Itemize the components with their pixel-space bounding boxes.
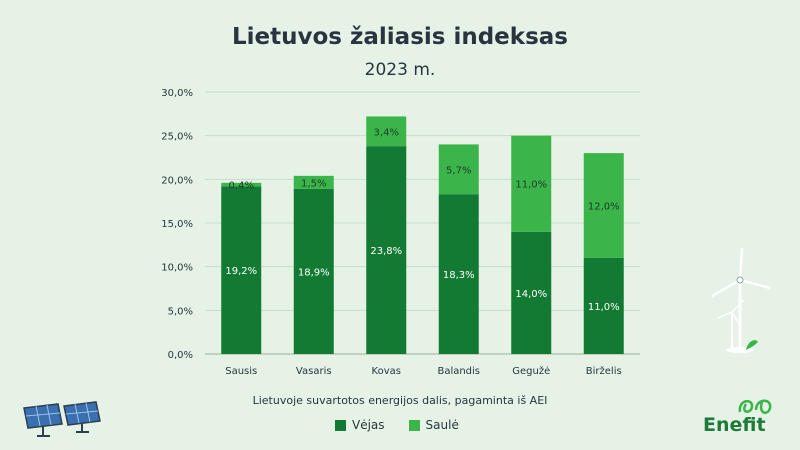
data-label: 18,3% bbox=[443, 270, 475, 281]
chart-subtitle: 2023 m. bbox=[364, 60, 436, 80]
y-tick-label: 10,0% bbox=[161, 263, 193, 274]
y-tick-label: 15,0% bbox=[161, 219, 193, 230]
x-tick-label: Balandis bbox=[437, 366, 480, 377]
data-label: 23,8% bbox=[370, 246, 402, 257]
bar-saule bbox=[221, 182, 262, 187]
bar-saule bbox=[293, 175, 334, 189]
legend-item-vejas: Vėjas bbox=[335, 418, 385, 432]
bar-vejas bbox=[221, 186, 262, 354]
data-label: 5,7% bbox=[446, 165, 471, 176]
y-tick-label: 20,0% bbox=[161, 175, 193, 186]
data-label: 11,0% bbox=[588, 302, 620, 313]
y-tick-label: 25,0% bbox=[161, 132, 193, 143]
bar-saule bbox=[366, 116, 407, 147]
x-tick-label: Gegužė bbox=[512, 365, 550, 377]
x-tick-label: Kovas bbox=[372, 366, 401, 377]
legend-swatch-saule bbox=[408, 419, 420, 431]
legend-item-saule: Saulė bbox=[408, 418, 459, 432]
enefit-logo-text: Enefit bbox=[703, 414, 766, 436]
data-label: 1,5% bbox=[301, 178, 326, 189]
bar-vejas bbox=[438, 194, 479, 354]
data-label: 0,4% bbox=[229, 181, 254, 192]
y-tick-label: 5,0% bbox=[168, 306, 193, 317]
solar-panel-icon bbox=[23, 401, 101, 437]
bar-vejas bbox=[293, 188, 334, 354]
data-label: 14,0% bbox=[515, 289, 547, 300]
bar-vejas bbox=[511, 231, 552, 354]
x-tick-label: Birželis bbox=[586, 365, 622, 377]
bar-saule bbox=[511, 135, 552, 232]
legend-swatch-vejas bbox=[335, 419, 346, 431]
data-label: 19,2% bbox=[225, 266, 257, 277]
x-tick-label: Sausis bbox=[225, 366, 257, 377]
legend-label-vejas: Vėjas bbox=[352, 418, 385, 432]
bar-saule bbox=[583, 153, 624, 258]
y-tick-label: 0,0% bbox=[168, 350, 193, 361]
y-tick-label: 30,0% bbox=[161, 88, 193, 99]
legend-label-saule: Saulė bbox=[425, 418, 459, 432]
data-label: 12,0% bbox=[588, 202, 620, 213]
wind-turbine-icon bbox=[711, 247, 771, 353]
bar-vejas bbox=[366, 146, 407, 354]
chart-legend: Vėjas Saulė bbox=[335, 418, 459, 432]
data-label: 11,0% bbox=[515, 180, 547, 191]
bar-vejas bbox=[583, 257, 624, 354]
data-label: 18,9% bbox=[298, 267, 330, 278]
chart-caption: Lietuvoje suvartotos energijos dalis, pa… bbox=[252, 394, 548, 407]
chart-title: Lietuvos žaliasis indeksas bbox=[232, 24, 568, 50]
enefit-logo-icon bbox=[738, 399, 772, 415]
x-tick-label: Vasaris bbox=[296, 366, 332, 377]
bar-saule bbox=[438, 144, 479, 195]
data-label: 3,4% bbox=[374, 127, 399, 138]
